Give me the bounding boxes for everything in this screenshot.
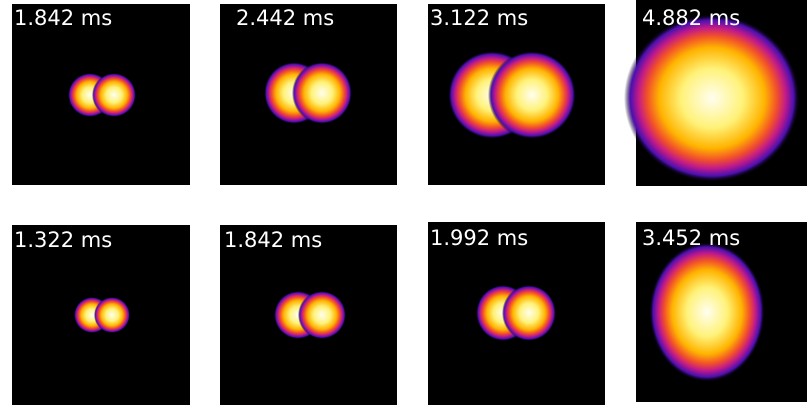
panel: 3.452 ms [636, 222, 807, 402]
panel-label: 1.842 ms [14, 6, 112, 30]
panel: 1.322 ms [12, 225, 190, 405]
figure: 1.842 ms 2.442 ms 3.122 ms 4.882 ms 1.32… [0, 0, 807, 408]
panel: 1.842 ms [12, 4, 190, 185]
panel-label: 3.122 ms [430, 6, 528, 30]
panel-label: 3.452 ms [642, 226, 740, 250]
panel: 4.882 ms [624, 0, 807, 186]
panel-label: 2.442 ms [236, 6, 334, 30]
panel-label: 1.842 ms [224, 228, 322, 252]
panel-label: 1.322 ms [14, 228, 112, 252]
panel: 1.992 ms [428, 222, 605, 405]
panel-label: 4.882 ms [642, 6, 740, 30]
panel: 1.842 ms [220, 225, 397, 405]
panel-label: 1.992 ms [430, 226, 528, 250]
panel: 2.442 ms [220, 4, 397, 185]
panel: 3.122 ms [428, 4, 605, 185]
